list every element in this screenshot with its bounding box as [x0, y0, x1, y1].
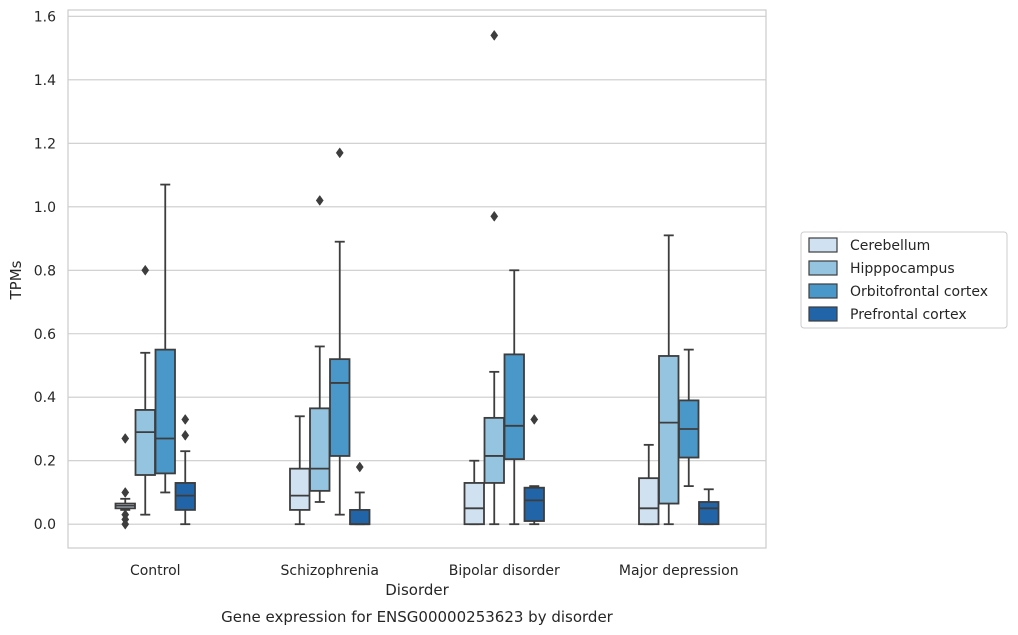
box-plot-series — [114, 29, 720, 530]
box-schizophrenia — [309, 195, 331, 503]
legend-label: Prefrontal cortex — [850, 307, 967, 323]
box-bipolar-disorder — [503, 269, 525, 526]
legend-item: Hipppocampus — [808, 260, 955, 277]
box-schizophrenia — [329, 147, 351, 516]
y-axis-label: TPMs — [7, 260, 25, 300]
y-tick-label: 0.8 — [34, 263, 56, 279]
outlier-point — [490, 210, 499, 222]
outlier-point — [315, 195, 324, 206]
outlier-point — [335, 147, 344, 159]
y-tick-label: 1.6 — [34, 9, 56, 25]
outlier-point — [181, 414, 190, 425]
y-tick-labels: 0.0 0.2 0.4 0.6 0.8 1.0 1.2 1.4 1.6 — [34, 9, 56, 533]
outlier-point — [121, 518, 130, 530]
legend-swatch — [808, 306, 838, 322]
box-major-depression — [658, 234, 680, 526]
outlier-point — [121, 487, 130, 498]
y-tick-label: 0.4 — [34, 390, 56, 406]
x-tick-label: Major depression — [619, 563, 739, 579]
y-tick-label: 0.0 — [34, 517, 56, 533]
series-hipppocampus — [134, 29, 680, 526]
iqr-box — [463, 482, 485, 526]
legend: Cerebellum Hipppocampus Orbitofrontal cort… — [800, 231, 1008, 329]
plot-frame — [67, 9, 767, 549]
legend-frame — [800, 231, 1008, 329]
chart-caption: Gene expression for ENSG00000253623 by d… — [221, 608, 614, 626]
iqr-box — [329, 358, 351, 457]
box-bipolar-disorder — [463, 459, 485, 526]
box-bipolar-disorder — [523, 414, 545, 526]
legend-label: Cerebellum — [850, 238, 930, 254]
x-axis-label: Disorder — [385, 581, 449, 599]
outlier-point — [121, 433, 130, 444]
iqr-box — [289, 467, 311, 511]
outlier-point — [490, 29, 499, 41]
box-control — [134, 264, 156, 516]
legend-item: Cerebellum — [808, 237, 930, 254]
outlier-point — [355, 461, 364, 473]
series-prefrontal-cortex — [174, 414, 720, 526]
outlier-point — [141, 264, 150, 276]
y-tick-label: 1.0 — [34, 200, 56, 216]
outlier-point — [181, 429, 190, 441]
box-schizophrenia — [349, 461, 371, 526]
legend-item: Prefrontal cortex — [808, 306, 967, 323]
iqr-box — [134, 409, 156, 476]
series-orbitofrontal-cortex — [154, 147, 700, 526]
legend-swatch — [808, 237, 838, 253]
box-major-depression — [698, 488, 720, 526]
box-control — [154, 183, 176, 494]
iqr-box — [503, 353, 525, 461]
legend-item: Orbitofrontal cortex — [808, 283, 988, 300]
box-bipolar-disorder — [483, 29, 505, 526]
x-tick-label: Control — [130, 563, 181, 579]
iqr-box — [638, 477, 660, 526]
iqr-box — [698, 501, 720, 526]
legend-label: Hipppocampus — [850, 261, 955, 277]
y-tick-label: 1.4 — [34, 73, 56, 89]
iqr-box — [483, 416, 505, 484]
iqr-box — [349, 509, 371, 526]
x-tick-label: Bipolar disorder — [449, 563, 560, 579]
legend-swatch — [808, 260, 838, 276]
box-major-depression — [638, 443, 660, 526]
iqr-box — [523, 486, 545, 522]
series-cerebellum — [114, 415, 660, 530]
grid-lines — [68, 15, 766, 525]
box-schizophrenia — [289, 415, 311, 526]
x-tick-labels: Control Schizophrenia Bipolar disorder Majo… — [130, 563, 739, 579]
iqr-box — [309, 407, 331, 492]
box-control — [114, 433, 136, 530]
y-tick-label: 0.2 — [34, 454, 56, 470]
y-tick-label: 1.2 — [34, 136, 56, 152]
box-control — [174, 414, 196, 526]
y-tick-label: 0.6 — [34, 327, 56, 343]
x-tick-label: Schizophrenia — [281, 563, 379, 579]
outlier-point — [530, 414, 539, 425]
box-major-depression — [678, 348, 700, 488]
legend-swatch — [808, 283, 838, 299]
iqr-box — [658, 355, 680, 505]
legend-label: Orbitofrontal cortex — [850, 284, 988, 300]
iqr-box — [154, 348, 176, 475]
